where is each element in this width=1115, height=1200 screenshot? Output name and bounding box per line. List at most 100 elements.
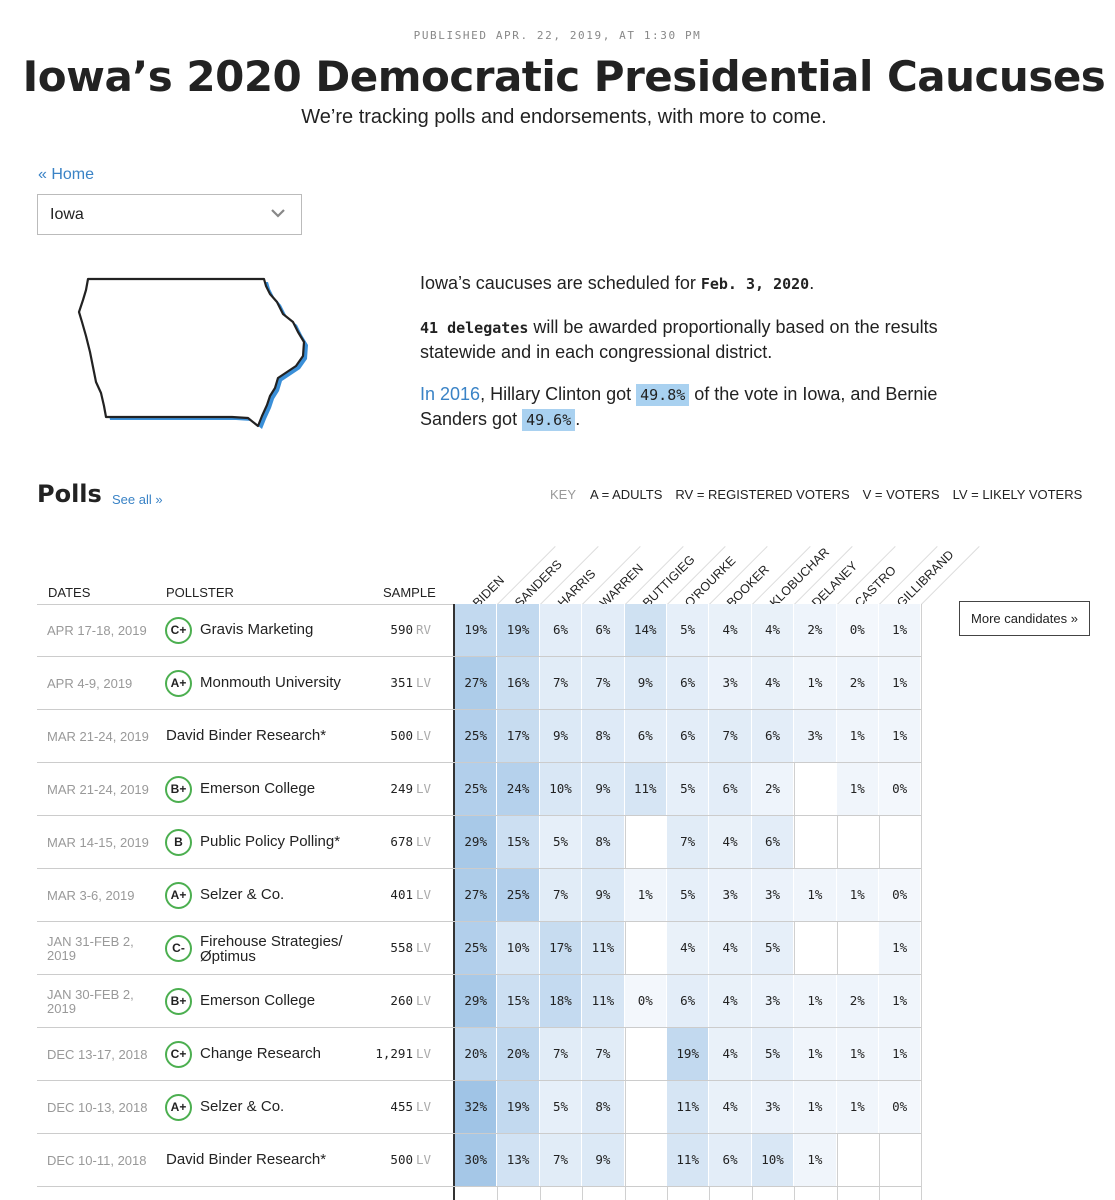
candidate-pct-cell: 8% [582, 710, 624, 762]
pollster-grade-badge[interactable]: B+ [165, 776, 192, 803]
poll-date: APR 4-9, 2019 [47, 676, 133, 691]
candidate-pct-cell: 19% [455, 604, 497, 656]
pollster-name[interactable]: Emerson College [200, 992, 316, 1009]
row-divider [37, 1080, 921, 1081]
sample-size: 249 [390, 781, 413, 796]
pollster-name[interactable]: Change Research [200, 1045, 321, 1062]
key-item: V = VOTERS [862, 487, 940, 502]
candidate-pct-cell: 7% [539, 869, 582, 921]
pollster-grade-badge[interactable]: C- [165, 935, 192, 962]
candidate-pct-cell: 6% [539, 604, 582, 656]
pollster-name[interactable]: Monmouth University [200, 674, 341, 691]
row-divider [37, 762, 921, 763]
pollster-name[interactable]: Emerson College [200, 780, 316, 797]
candidate-pct-cell: 10% [751, 1134, 794, 1186]
candidate-pct-cell: 1% [836, 710, 878, 762]
pollster-grade-badge[interactable]: C+ [165, 617, 192, 644]
more-candidates-button[interactable]: More candidates » [959, 601, 1090, 636]
col-dates[interactable]: DATES [48, 585, 91, 600]
pollster-grade-badge[interactable]: A+ [165, 670, 192, 697]
poll-row[interactable]: APR 17-18, 2019 C+ Gravis Marketing 590 RV 19… [37, 604, 921, 657]
col-sample[interactable]: SAMPLE [383, 585, 436, 600]
home-link[interactable]: « Home [38, 166, 95, 183]
candidate-pct-cell: 15% [497, 816, 539, 868]
delegates-text: 41 delegates will be awarded proportiona… [420, 317, 938, 362]
candidate-pct-cell: 19% [667, 1028, 709, 1080]
candidate-pct-cell: 9% [582, 763, 624, 815]
poll-row[interactable]: JAN 31-FEB 2, 2019 C- Firehouse Strategies/… [37, 922, 921, 975]
pollster-name[interactable]: Selzer & Co. [200, 1098, 285, 1115]
key-label: KEY [550, 487, 577, 502]
pollster-name[interactable]: Gravis Marketing [200, 621, 314, 638]
candidate-pct-cell: 7% [582, 657, 624, 709]
candidate-pct-cell: 5% [751, 922, 794, 974]
sample-size: 351 [390, 675, 413, 690]
sample-size: 401 [390, 887, 413, 902]
see-all-link[interactable]: See all » [112, 492, 163, 507]
poll-row[interactable]: MAR 3-6, 2019 A+ Selzer & Co. 401 LV 27% 25% 7%… [37, 869, 921, 922]
page-subtitle: We’re tracking polls and endorsements, w… [301, 106, 827, 128]
in-2016-link[interactable]: In 2016 [420, 384, 481, 404]
pollster-name[interactable]: David Binder Research* [166, 727, 327, 744]
poll-row[interactable]: MAR 21-24, 2019 B+ Emerson College 249 LV 25%… [37, 763, 921, 816]
candidate-pct-cell: 5% [539, 816, 582, 868]
poll-row[interactable]: DEC 13-17, 2018 C+ Change Research 1,291 LV 2… [37, 1028, 921, 1081]
poll-row[interactable]: DEC 10-13, 2018 A+ Selzer & Co. 455 LV 32% 19%… [37, 1081, 921, 1134]
candidate-pct-cell: 4% [751, 657, 794, 709]
candidate-pct-cell: 7% [709, 710, 751, 762]
candidate-pct-cell [794, 763, 835, 815]
poll-date: JAN 31-FEB 2, 2019 [47, 934, 134, 963]
sanders-pct: 49.6% [522, 409, 576, 431]
pollster-grade-badge[interactable]: B [165, 829, 192, 856]
poll-date: MAR 21-24, 2019 [47, 729, 149, 744]
pollster-name[interactable]: Public Policy Polling* [200, 833, 341, 850]
candidate-pct-cell: 2% [836, 975, 878, 1027]
pollster-grade-badge[interactable]: A+ [165, 1094, 192, 1121]
col-pollster[interactable]: POLLSTER [166, 585, 234, 600]
candidate-pct-cell: 7% [667, 816, 709, 868]
candidate-pct-cell: 11% [667, 1134, 709, 1186]
pollster-name[interactable]: Selzer & Co. [200, 886, 285, 903]
population-type: LV [416, 675, 432, 690]
candidate-pct-cell: 3% [751, 1081, 794, 1133]
pollster-grade-badge[interactable]: B+ [165, 988, 192, 1015]
candidate-pct-cell: 27% [455, 869, 497, 921]
caucus-date-text: Iowa’s caucuses are scheduled for Feb. 3… [420, 273, 815, 293]
candidate-pct-cell: 27% [455, 657, 497, 709]
population-type: LV [416, 1099, 432, 1114]
poll-row[interactable]: DEC 10-11, 2018 David Binder Research* 500… [37, 1134, 921, 1187]
pollster-grade-badge[interactable]: A+ [165, 882, 192, 909]
candidate-pct-cell: 8% [582, 816, 624, 868]
poll-row[interactable]: APR 4-9, 2019 A+ Monmouth University 351 LV 2… [37, 657, 921, 710]
sample-size: 678 [390, 834, 413, 849]
candidate-pct-cell: 11% [582, 922, 624, 974]
candidate-pct-cell [879, 816, 920, 868]
population-type: LV [416, 993, 432, 1008]
pollster-name[interactable]: David Binder Research* [166, 1151, 327, 1168]
state-select[interactable]: Iowa [37, 194, 302, 235]
candidate-header[interactable]: WARREN [597, 561, 647, 610]
poll-date: DEC 10-11, 2018 [47, 1153, 147, 1168]
pollster-grade-badge[interactable]: C+ [165, 1041, 192, 1068]
poll-row[interactable]: JAN 30-FEB 2, 2019 B+ Emerson College 260 LV 2… [37, 975, 921, 1028]
candidate-pct-cell: 6% [667, 975, 709, 1027]
candidate-pct-cell: 11% [582, 975, 624, 1027]
candidate-pct-cell: 9% [582, 869, 624, 921]
candidate-pct-cell: 4% [667, 922, 709, 974]
pollster-name[interactable]: Firehouse Strategies/Øptimus [200, 933, 343, 965]
population-type: LV [416, 1046, 432, 1061]
candidate-pct-cell: 17% [497, 710, 539, 762]
sample-size: 260 [390, 993, 413, 1008]
sample-size: 455 [390, 1099, 413, 1114]
candidate-pct-cell: 19% [497, 1081, 539, 1133]
table-top-line [37, 604, 453, 605]
candidate-pct-cell: 3% [709, 869, 751, 921]
candidate-pct-cell: 3% [794, 710, 836, 762]
poll-row[interactable]: MAR 14-15, 2019 B Public Policy Polling* 67… [37, 816, 921, 869]
key-item: A = ADULTS [590, 487, 663, 502]
candidate-pct-cell: 9% [582, 1134, 624, 1186]
candidate-pct-cell: 6% [582, 604, 624, 656]
candidate-pct-cell: 5% [751, 1028, 794, 1080]
poll-row[interactable]: MAR 21-24, 2019 David Binder Research* 500… [37, 710, 921, 763]
caucus-date: Feb. 3, 2020 [700, 275, 810, 293]
